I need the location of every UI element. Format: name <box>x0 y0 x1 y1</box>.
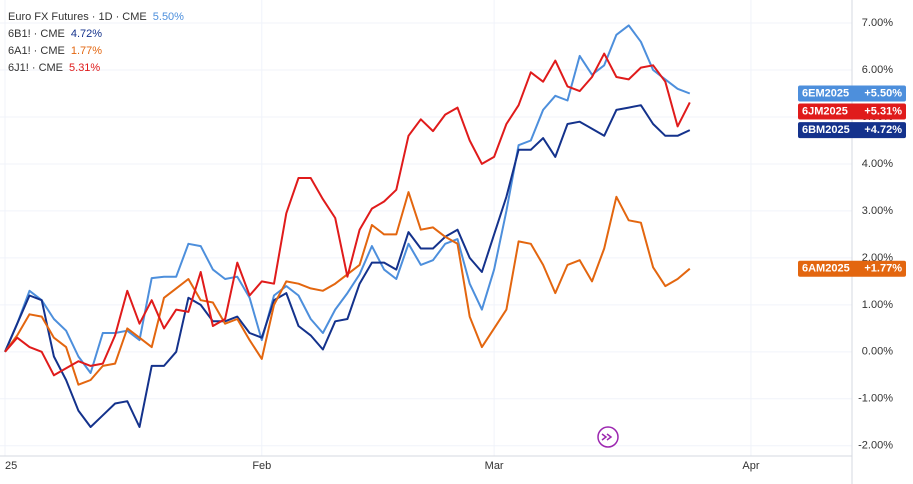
legend-name: Euro FX Futures · 1D · CME <box>8 11 147 23</box>
legend-name: 6J1! · CME <box>8 62 63 74</box>
x-tick-label: 25 <box>5 460 17 472</box>
badge-value: +5.31% <box>864 105 902 117</box>
legend-value: 1.77% <box>71 45 102 57</box>
y-tick-label: -2.00% <box>858 440 893 452</box>
x-tick-label: Mar <box>485 460 504 472</box>
badge-symbol: 6AM2025 <box>802 263 850 275</box>
price-badge <box>798 122 906 139</box>
legend-value: 5.31% <box>69 62 100 74</box>
badge-value: +5.50% <box>864 87 902 99</box>
badge-value: +4.72% <box>864 124 902 136</box>
price-badge <box>798 260 906 277</box>
y-tick-label: 6.00% <box>862 64 893 76</box>
axis: -2.00%-1.00%0.00%1.00%2.00%3.00%4.00%5.0… <box>5 17 893 472</box>
badge-value: +1.77% <box>864 263 902 275</box>
badges: 6EM2025 +5.50% 6BM2025 +4.72% 6AM2025 +1.77% 6… <box>798 85 906 277</box>
y-tick-label: -1.00% <box>858 393 893 405</box>
series-line <box>4 52 691 377</box>
badge-symbol: 6JM2025 <box>802 105 848 117</box>
y-tick-label: 3.00% <box>862 205 893 217</box>
grid <box>0 0 852 456</box>
lines <box>4 24 691 428</box>
x-tick-label: Feb <box>252 460 271 472</box>
series-line <box>4 104 691 428</box>
series-line <box>4 24 691 374</box>
badge-symbol: 6BM2025 <box>802 124 850 136</box>
legend: Euro FX Futures · 1D · CME 5.50% 6B1! · CM… <box>8 11 184 74</box>
price-badge <box>798 103 906 120</box>
price-badge <box>798 85 906 102</box>
legend-name: 6A1! · CME <box>8 45 65 57</box>
y-tick-label: 0.00% <box>862 346 893 358</box>
y-tick-label: 7.00% <box>862 17 893 29</box>
legend-name: 6B1! · CME <box>8 28 65 40</box>
y-tick-label: 4.00% <box>862 158 893 170</box>
badge-symbol: 6EM2025 <box>802 87 849 99</box>
go-to-realtime-icon[interactable] <box>597 426 619 448</box>
legend-value: 5.50% <box>153 11 184 23</box>
y-tick-label: 1.00% <box>862 299 893 311</box>
legend-value: 4.72% <box>71 28 102 40</box>
x-tick-label: Apr <box>742 460 759 472</box>
